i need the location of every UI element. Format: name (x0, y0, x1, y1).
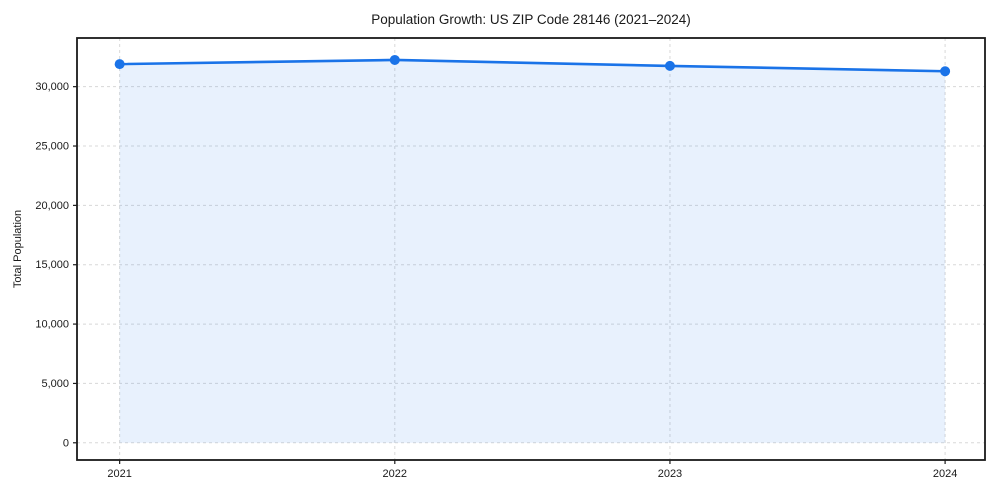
y-tick-label: 10,000 (35, 319, 69, 331)
data-point-2023 (664, 60, 675, 71)
data-point-2021 (114, 59, 125, 70)
y-tick-label: 25,000 (35, 141, 69, 153)
area-fill (119, 59, 946, 443)
y-tick-label: 15,000 (35, 259, 69, 271)
data-point-2022 (389, 54, 400, 65)
x-tick-label: 2022 (383, 468, 407, 480)
x-tick-label: 2023 (658, 468, 682, 480)
x-tick-label: 2024 (933, 468, 957, 480)
y-axis-label: Total Population (12, 209, 24, 289)
y-tick-label: 20,000 (35, 200, 69, 212)
y-tick-label: 5,000 (41, 378, 69, 390)
data-point-2024 (940, 66, 951, 77)
chart-title: Population Growth: US ZIP Code 28146 (20… (371, 12, 691, 27)
y-tick-label: 0 (63, 437, 69, 449)
plot-border (76, 37, 986, 461)
y-tick-label: 30,000 (35, 81, 69, 93)
data-line (118, 58, 947, 73)
x-tick-label: 2021 (107, 468, 131, 480)
